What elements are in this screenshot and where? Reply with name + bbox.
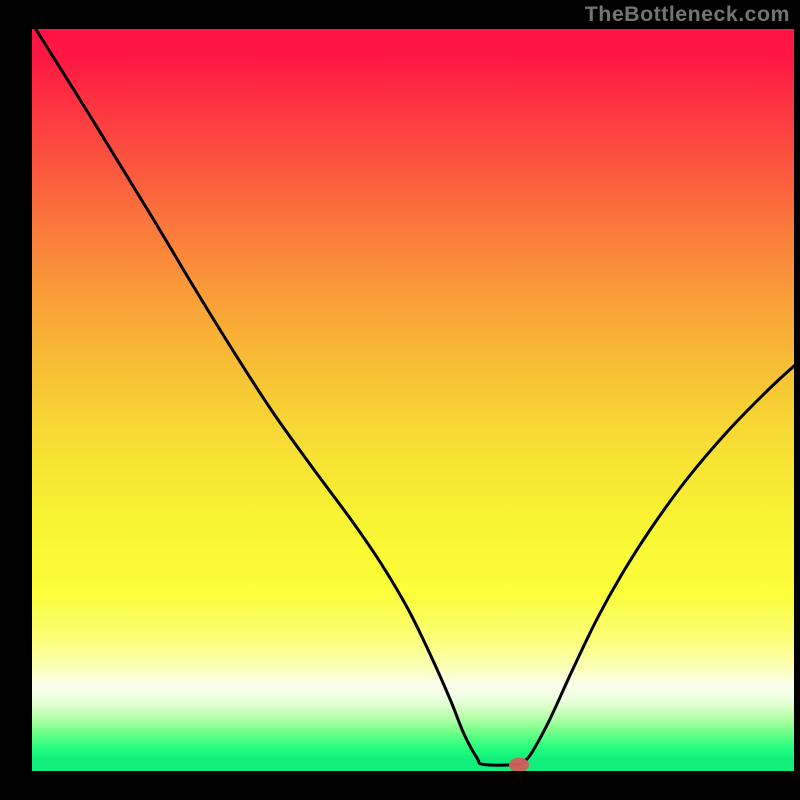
optimal-point-marker: [509, 758, 529, 772]
watermark-text: TheBottleneck.com: [585, 2, 790, 27]
chart-frame: TheBottleneck.com: [0, 0, 800, 800]
gradient-background: [32, 29, 794, 771]
plot-area: [32, 29, 794, 771]
